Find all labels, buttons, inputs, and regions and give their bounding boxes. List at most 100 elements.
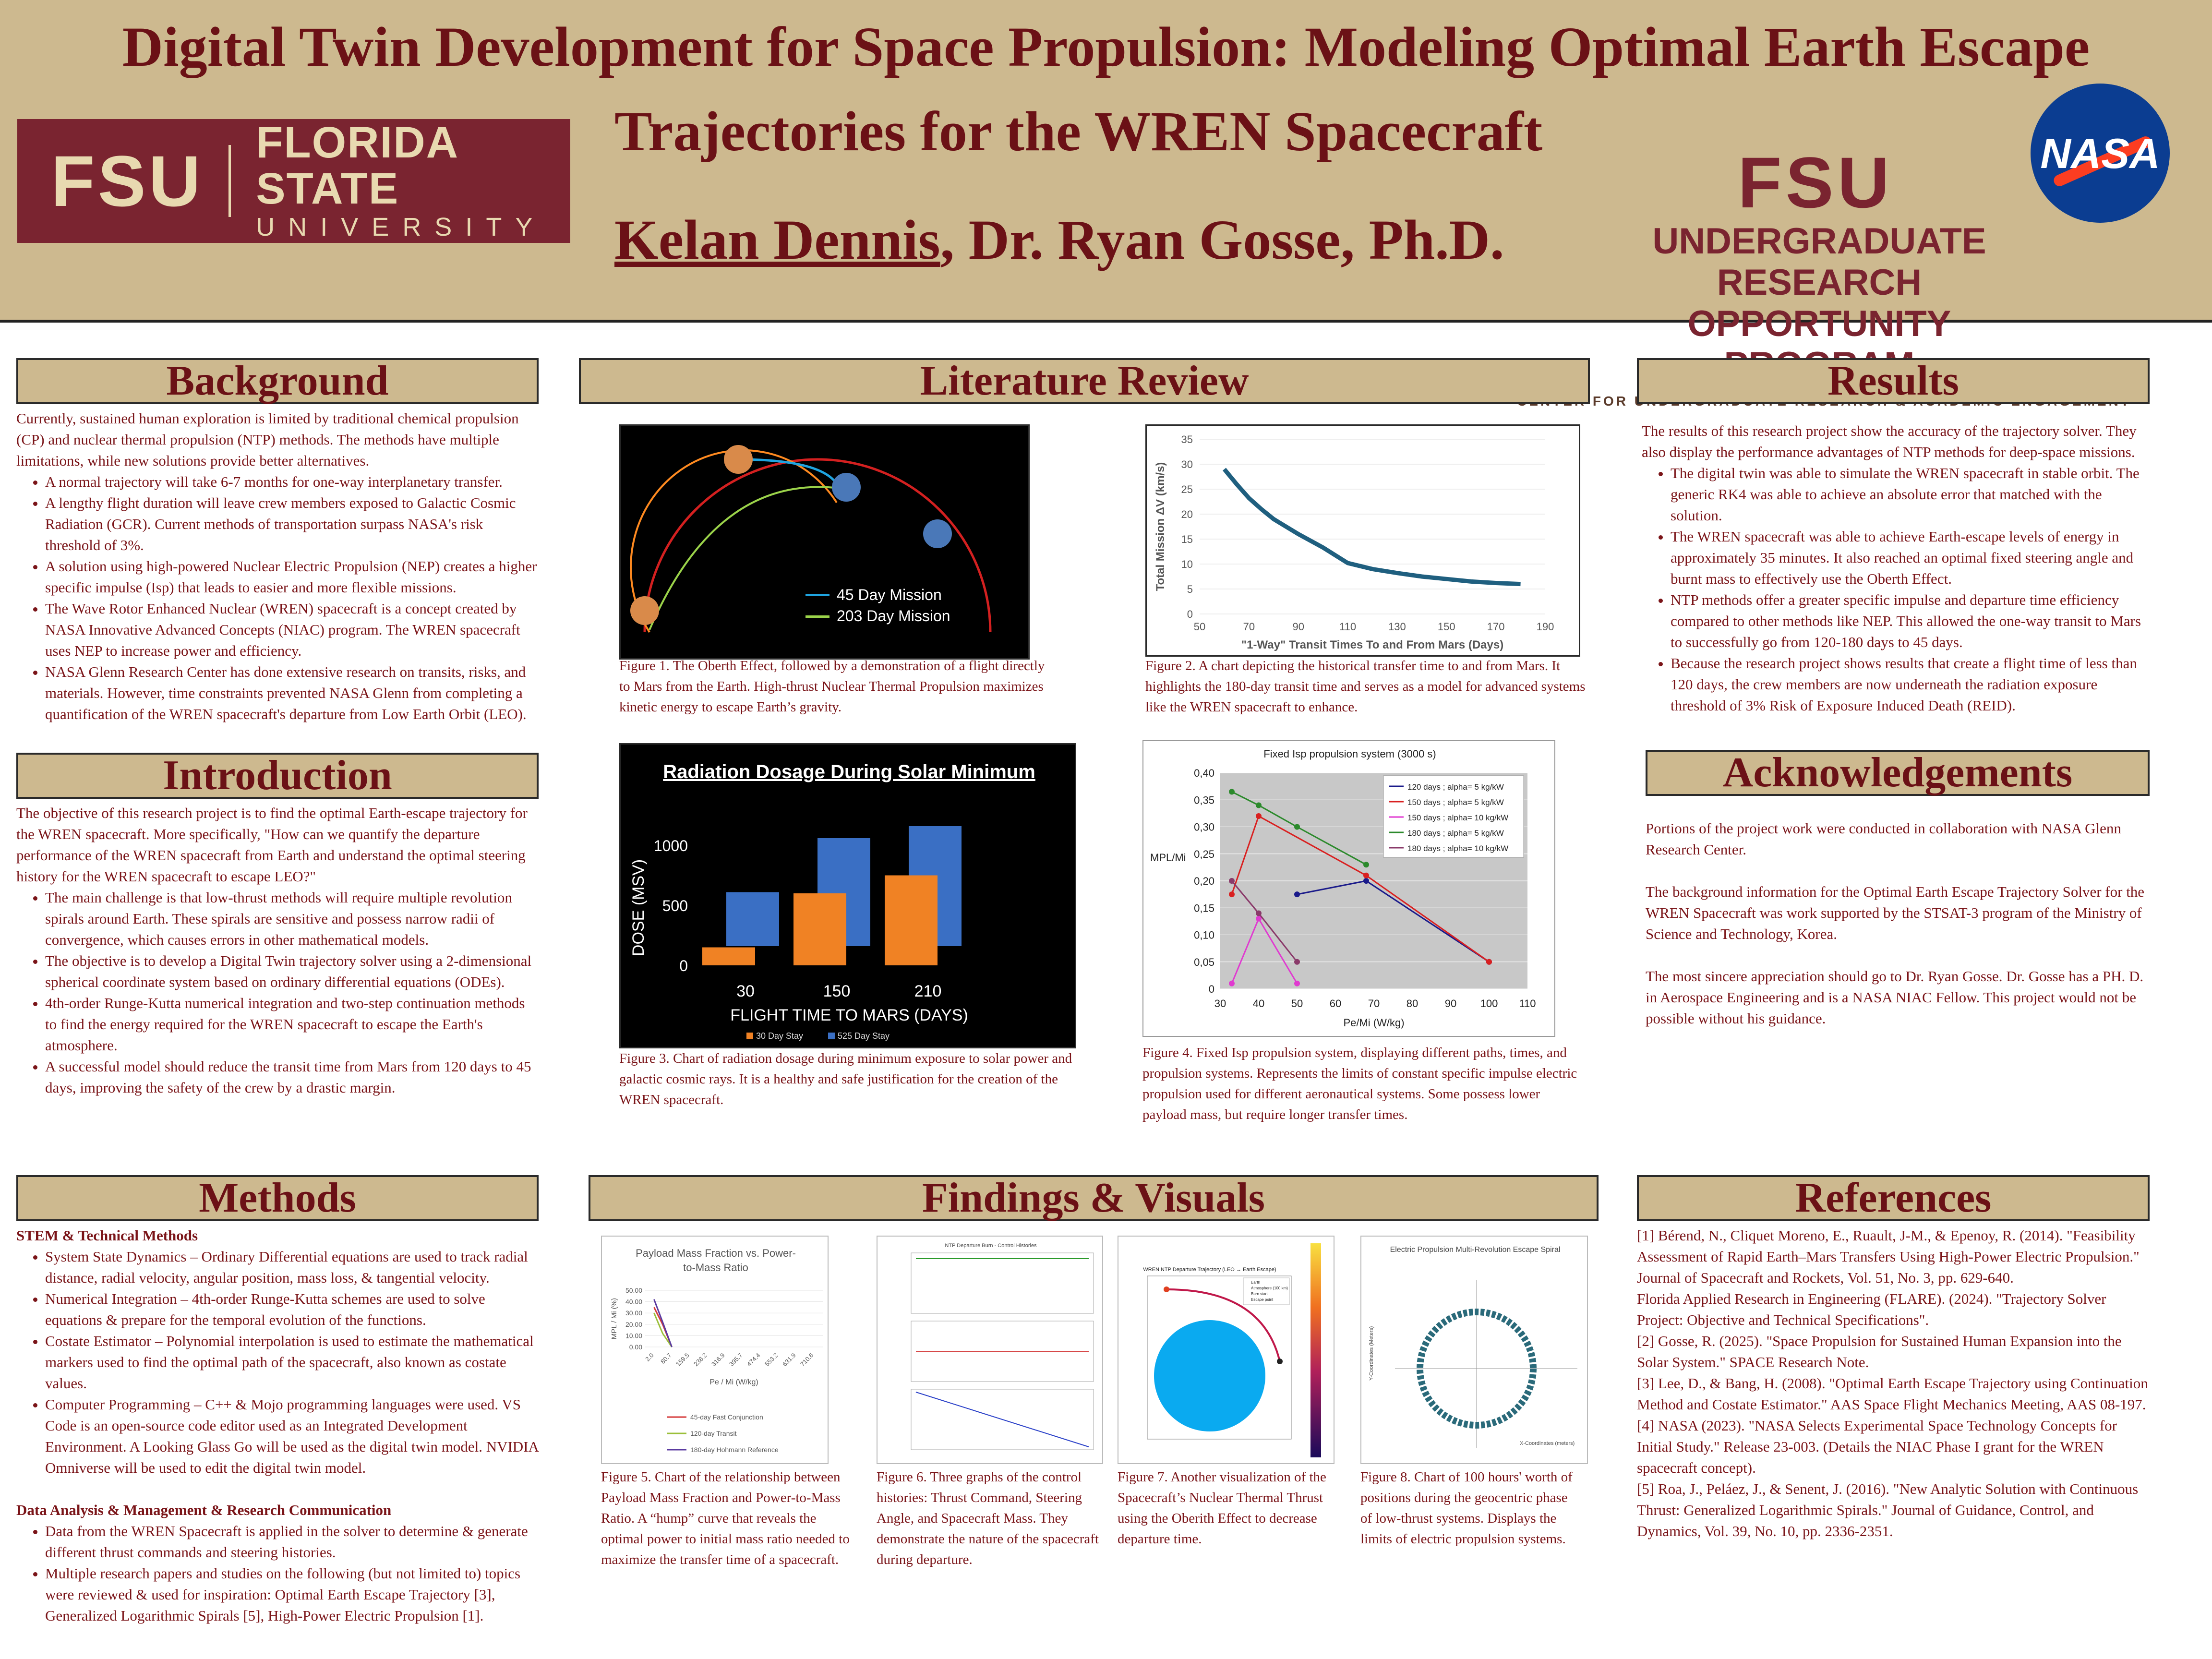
urop-monogram: FSU bbox=[1738, 142, 1893, 223]
background-item: The Wave Rotor Enhanced Nuclear (WREN) s… bbox=[45, 598, 540, 661]
legend-label: 45-day Fast Conjunction bbox=[690, 1413, 763, 1421]
methods-item: Costate Estimator – Polynomial interpola… bbox=[45, 1331, 540, 1394]
bar-30-day bbox=[793, 893, 846, 965]
series-line bbox=[653, 1299, 673, 1347]
y-tick-label: 0,30 bbox=[1194, 821, 1214, 833]
figure5-caption: Figure 5. Chart of the relationship betw… bbox=[601, 1469, 850, 1567]
burn-start-marker bbox=[1164, 1286, 1169, 1292]
figure7-ntp-trajectory: WREN NTP Departure Trajectory (LEO → Ear… bbox=[1118, 1236, 1334, 1464]
introduction-item: The main challenge is that low-thrust me… bbox=[45, 887, 540, 950]
x-tick-label: 40 bbox=[1253, 998, 1264, 1010]
results-item: The digital twin was able to simulate th… bbox=[1671, 463, 2151, 526]
escape-point-marker bbox=[1277, 1358, 1283, 1364]
legend-45: 45 Day Mission bbox=[837, 586, 942, 603]
figure1-svg: 45 Day Mission 203 Day Mission bbox=[629, 445, 992, 633]
ack-p1: Portions of the project work were conduc… bbox=[1646, 820, 2121, 858]
reference-item: [1] Bérend, N., Cliquet Moreno, E., Ruau… bbox=[1637, 1227, 2140, 1286]
spiral-ring bbox=[1417, 1309, 1537, 1429]
x-tick-label: 395.7 bbox=[728, 1352, 744, 1368]
introduction-list: The main challenge is that low-thrust me… bbox=[36, 887, 540, 1098]
chart-title: to-Mass Ratio bbox=[683, 1262, 748, 1274]
background-item: A normal trajectory will take 6-7 months… bbox=[45, 471, 540, 493]
methods-item: Numerical Integration – 4th-order Runge-… bbox=[45, 1288, 540, 1331]
bar-525-day bbox=[726, 892, 779, 946]
introduction-intro: The objective of this research project i… bbox=[16, 805, 528, 885]
legend-atmosphere: Atmosphere (100 km) bbox=[1251, 1286, 1288, 1290]
reference-item: [2] Gosse, R. (2025). "Space Propulsion … bbox=[1637, 1333, 2122, 1370]
x-tick-label: 2.0 bbox=[644, 1352, 655, 1363]
series-point bbox=[1294, 824, 1300, 830]
fsu-wordmark: FLORIDA STATE UNIVERSITY bbox=[256, 120, 570, 242]
path-45-day bbox=[738, 458, 841, 489]
reference-item: [3] Lee, D., & Bang, H. (2008). "Optimal… bbox=[1637, 1375, 2148, 1413]
legend-label: 180 days ; alpha= 10 kg/kW bbox=[1407, 844, 1508, 853]
y-tick-label: 0,15 bbox=[1194, 902, 1214, 914]
earth-planet bbox=[923, 519, 952, 548]
figure1-caption: Figure 1. The Oberth Effect, followed by… bbox=[619, 658, 1045, 715]
urop-logo: FSU UNDERGRADUATE RESEARCH OPPORTUNITY P… bbox=[1517, 142, 2129, 411]
bar-30-day bbox=[702, 947, 755, 965]
figure8-ylabel: Y-Coordinates (Meters) bbox=[1369, 1326, 1374, 1381]
results-item: NTP methods offer a greater specific imp… bbox=[1671, 589, 2151, 653]
fsu-separator bbox=[228, 145, 231, 217]
y-tick-label: 10.00 bbox=[625, 1332, 642, 1339]
x-tick-label: 50 bbox=[1194, 621, 1205, 633]
background-list: A normal trajectory will take 6-7 months… bbox=[36, 471, 540, 725]
x-tick-label: 474.4 bbox=[745, 1352, 762, 1368]
chart-title: Radiation Dosage During Solar Minimum bbox=[663, 761, 1035, 782]
introduction-item: The objective is to develop a Digital Tw… bbox=[45, 950, 540, 993]
series-point bbox=[1229, 878, 1235, 884]
nasa-logo: NASA bbox=[2031, 84, 2170, 223]
author-main: Kelan Dennis bbox=[614, 208, 940, 271]
fsu-monogram: FSU bbox=[51, 140, 204, 221]
x-tick-label: 210 bbox=[914, 982, 942, 1000]
x-tick-label: 90 bbox=[1445, 998, 1456, 1010]
legend-label: 120 days ; alpha= 5 kg/kW bbox=[1407, 782, 1504, 792]
urop-line1: UNDERGRADUATE RESEARCH bbox=[1652, 221, 1986, 303]
x-axis-label: Pe / Mi (W/kg) bbox=[709, 1378, 758, 1386]
x-tick-label: 170 bbox=[1487, 621, 1505, 633]
series-point bbox=[1363, 878, 1369, 884]
y-tick-label: 20 bbox=[1181, 508, 1193, 520]
x-axis-label: FLIGHT TIME TO MARS (DAYS) bbox=[730, 1006, 968, 1024]
x-tick-label: 110 bbox=[1339, 621, 1356, 633]
series-line bbox=[1231, 791, 1367, 866]
x-tick-label: 238.2 bbox=[692, 1352, 709, 1368]
mars-planet bbox=[630, 596, 659, 625]
x-tick-label: 130 bbox=[1388, 621, 1406, 633]
methods-list1: System State Dynamics – Ordinary Differe… bbox=[36, 1246, 540, 1479]
authors-rest: , Dr. Ryan Gosse, Ph.D. bbox=[940, 208, 1504, 271]
introduction-item: A successful model should reduce the tra… bbox=[45, 1056, 540, 1098]
y-tick-label: 10 bbox=[1181, 558, 1193, 570]
legend-label: 150 days ; alpha= 5 kg/kW bbox=[1407, 798, 1504, 807]
chart-title: Payload Mass Fraction vs. Power- bbox=[636, 1247, 796, 1259]
series-line bbox=[1231, 815, 1490, 962]
y-tick-label: 35 bbox=[1181, 433, 1193, 445]
legend-label: 525 Day Stay bbox=[838, 1031, 890, 1041]
x-tick-label: 90 bbox=[1292, 621, 1304, 633]
y-tick-label: 0,25 bbox=[1194, 848, 1214, 860]
x-tick-label: 150 bbox=[823, 982, 851, 1000]
figure7-caption: Figure 7. Another visualization of the S… bbox=[1118, 1469, 1326, 1547]
x-tick-label: 100 bbox=[1480, 998, 1498, 1010]
x-tick-label: 553.2 bbox=[763, 1352, 780, 1368]
y-tick-label: 0 bbox=[1209, 983, 1214, 995]
colorbar bbox=[1310, 1243, 1321, 1457]
series-point bbox=[1294, 980, 1300, 986]
series-point bbox=[1256, 915, 1262, 922]
legend-203: 203 Day Mission bbox=[837, 607, 950, 625]
y-tick-label: 0,20 bbox=[1194, 875, 1214, 887]
transit-line bbox=[1222, 468, 1521, 587]
poster-title-line1: Digital Twin Development for Space Propu… bbox=[122, 15, 2090, 78]
thrust-panel bbox=[911, 1252, 1094, 1314]
nasa-wordmark: NASA bbox=[2040, 130, 2160, 177]
series-point bbox=[1363, 872, 1369, 878]
x-tick-label: 316.9 bbox=[710, 1352, 726, 1368]
ack-p2: The background information for the Optim… bbox=[1646, 883, 2145, 942]
background-heading: Background bbox=[16, 358, 539, 404]
chart-title: Fixed Isp propulsion system (3000 s) bbox=[1263, 748, 1436, 760]
legend-swatch bbox=[746, 1033, 753, 1039]
earth-disc bbox=[1154, 1320, 1265, 1431]
series-point bbox=[1294, 959, 1300, 965]
methods-list2: Data from the WREN Spacecraft is applied… bbox=[36, 1521, 540, 1626]
